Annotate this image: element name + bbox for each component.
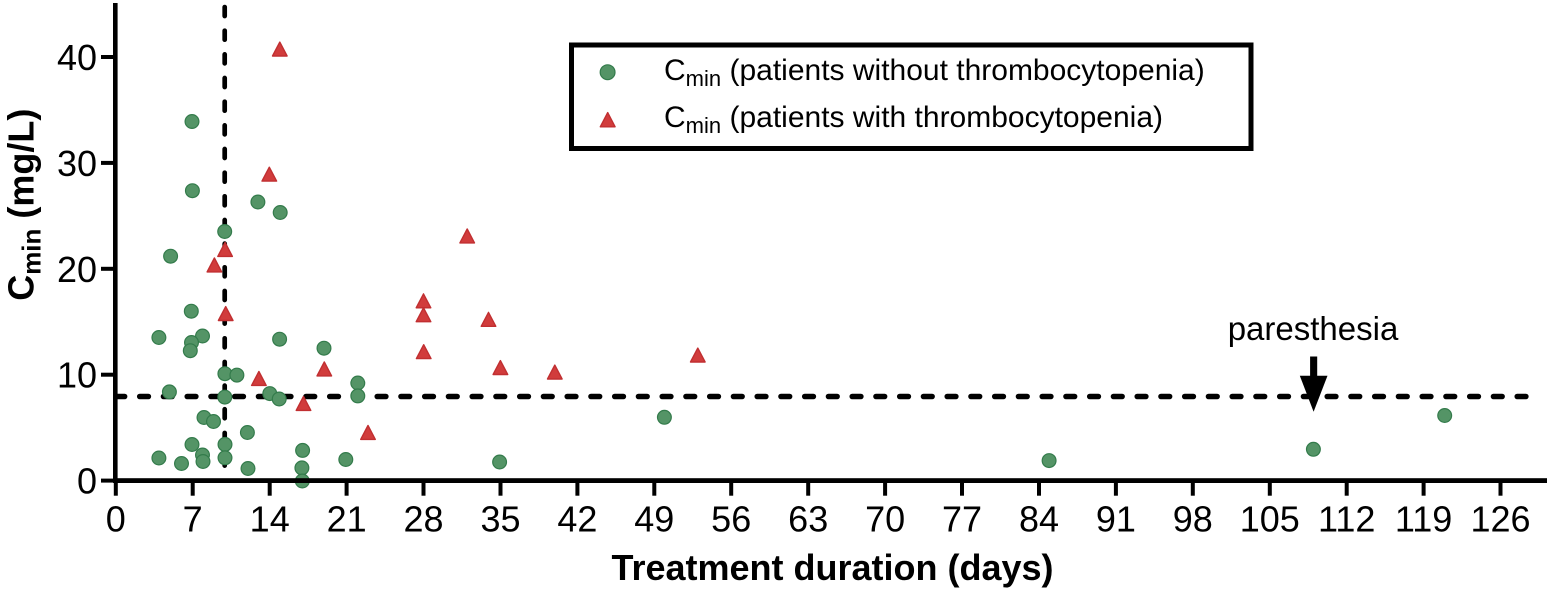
svg-text:Cmin (patients without thrombo: Cmin (patients without thrombocytopenia) — [664, 54, 1205, 91]
svg-text:56: 56 — [711, 499, 751, 540]
svg-text:77: 77 — [942, 499, 982, 540]
svg-text:40: 40 — [57, 37, 97, 78]
svg-text:70: 70 — [865, 499, 905, 540]
svg-text:14: 14 — [250, 499, 290, 540]
svg-text:10: 10 — [57, 355, 97, 396]
svg-text:84: 84 — [1019, 499, 1059, 540]
svg-text:Treatment duration (days): Treatment duration (days) — [611, 547, 1053, 588]
svg-text:7: 7 — [183, 499, 203, 540]
svg-text:0: 0 — [106, 499, 126, 540]
svg-text:Cmin (patients with thrombocyt: Cmin (patients with thrombocytopenia) — [664, 101, 1163, 138]
svg-text:105: 105 — [1240, 499, 1300, 540]
svg-text:21: 21 — [327, 499, 367, 540]
svg-text:0: 0 — [77, 461, 97, 502]
svg-text:98: 98 — [1173, 499, 1213, 540]
svg-text:49: 49 — [634, 499, 674, 540]
svg-text:112: 112 — [1318, 499, 1375, 540]
svg-text:126: 126 — [1470, 499, 1530, 540]
svg-text:42: 42 — [557, 499, 597, 540]
svg-text:28: 28 — [403, 499, 443, 540]
svg-text:20: 20 — [57, 249, 97, 290]
svg-text:30: 30 — [57, 143, 97, 184]
svg-text:paresthesia: paresthesia — [1228, 310, 1399, 347]
svg-text:119: 119 — [1395, 499, 1452, 540]
svg-text:91: 91 — [1096, 499, 1136, 540]
svg-text:63: 63 — [788, 499, 828, 540]
svg-text:35: 35 — [480, 499, 520, 540]
